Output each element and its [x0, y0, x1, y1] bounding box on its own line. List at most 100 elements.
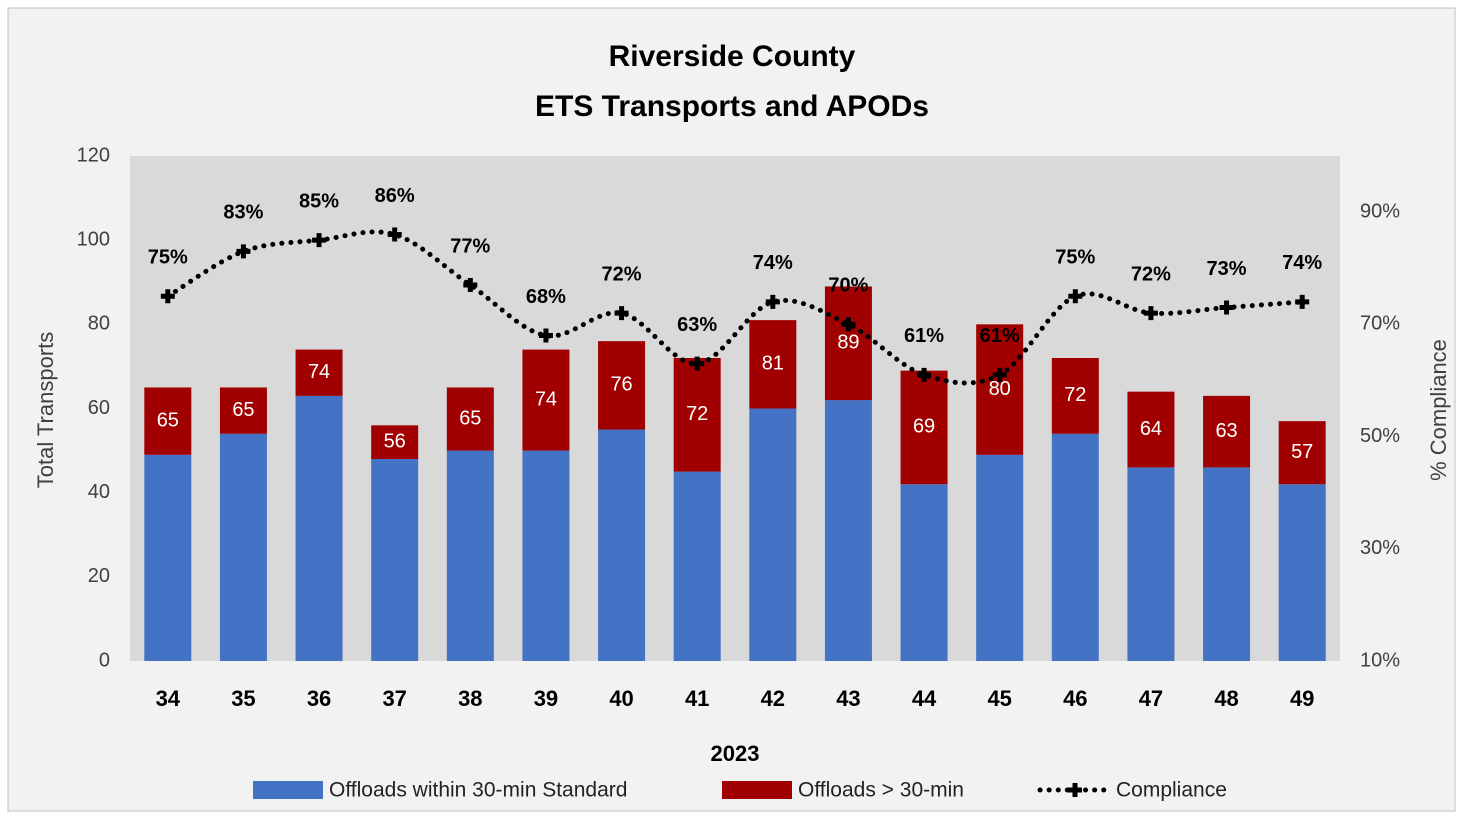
compliance-label: 77%: [450, 235, 490, 257]
compliance-label: 75%: [1055, 247, 1095, 269]
x-tick-label: 38: [458, 686, 482, 711]
bar-segment: [144, 454, 192, 661]
compliance-marker: [312, 233, 327, 248]
bar-segment: [900, 484, 948, 661]
bar-segment: [1051, 358, 1099, 434]
total-label: 89: [837, 332, 859, 354]
bar-segment: [295, 349, 343, 396]
x-tick-label: 36: [307, 686, 331, 711]
total-label: 74: [535, 388, 557, 410]
y-tick-label: 80: [88, 313, 110, 335]
y2-tick-label: 90%: [1360, 200, 1400, 222]
total-label: 64: [1140, 418, 1162, 440]
y2-tick-label: 10%: [1360, 649, 1400, 671]
compliance-label: 74%: [753, 252, 793, 274]
compliance-marker: [1295, 294, 1310, 309]
y-tick-label: 40: [88, 481, 110, 503]
bar-segment: [371, 459, 419, 661]
compliance-marker: [917, 367, 932, 382]
bar-segment: [144, 387, 192, 455]
total-label: 72: [686, 403, 708, 425]
y2-axis-label: % Compliance: [1426, 339, 1451, 481]
bar-segment: [1127, 467, 1175, 661]
x-tick-label: 47: [1139, 686, 1163, 711]
compliance-marker: [387, 227, 402, 242]
total-label: 76: [610, 374, 632, 396]
total-label: 69: [913, 416, 935, 438]
compliance-label: 74%: [1282, 252, 1322, 274]
x-tick-label: 35: [231, 686, 255, 711]
compliance-marker: [614, 306, 629, 321]
x-tick-label: 34: [156, 686, 181, 711]
y-tick-label: 0: [99, 649, 110, 671]
bar-segment: [219, 387, 267, 434]
bar-segment: [824, 400, 872, 661]
y2-tick-label: 30%: [1360, 537, 1400, 559]
bar-segment: [598, 341, 646, 430]
legend-label: Offloads within 30-min Standard: [329, 779, 627, 802]
compliance-marker: [841, 317, 856, 332]
total-label: 72: [1064, 384, 1086, 406]
compliance-marker: [160, 289, 175, 304]
bar-segment: [446, 450, 494, 661]
bar-segment: [900, 370, 948, 485]
compliance-label: 61%: [980, 325, 1020, 347]
compliance-marker: [236, 244, 251, 259]
total-label: 80: [989, 378, 1011, 400]
x-tick-label: 40: [609, 686, 633, 711]
x-axis-label: 2023: [711, 741, 760, 766]
compliance-marker: [992, 367, 1007, 382]
legend-swatch: [722, 781, 792, 799]
compliance-label: 70%: [828, 275, 868, 297]
bar-segment: [673, 358, 721, 472]
total-label: 65: [459, 407, 481, 429]
compliance-label: 85%: [299, 190, 339, 212]
bar-segment: [749, 320, 797, 409]
x-tick-label: 49: [1290, 686, 1314, 711]
total-label: 57: [1291, 441, 1313, 463]
total-label: 74: [308, 361, 330, 383]
x-tick-label: 48: [1214, 686, 1238, 711]
bar-segment: [976, 324, 1024, 455]
legend-marker: [1068, 783, 1082, 797]
bar-segment: [371, 425, 419, 459]
x-tick-label: 39: [534, 686, 558, 711]
x-tick-label: 46: [1063, 686, 1087, 711]
total-label: 56: [384, 430, 406, 452]
bar-segment: [749, 408, 797, 661]
bar-segment: [1278, 421, 1326, 485]
y-tick-label: 20: [88, 565, 110, 587]
total-label: 81: [762, 353, 784, 375]
bar-segment: [522, 349, 570, 451]
x-tick-label: 44: [912, 686, 937, 711]
legend-label: Compliance: [1116, 779, 1227, 802]
compliance-marker: [765, 294, 780, 309]
compliance-label: 75%: [148, 247, 188, 269]
compliance-label: 68%: [526, 286, 566, 308]
compliance-label: 61%: [904, 325, 944, 347]
compliance-label: 86%: [375, 185, 415, 207]
legend-swatch: [253, 781, 323, 799]
x-tick-label: 45: [987, 686, 1011, 711]
total-label: 65: [232, 399, 254, 421]
chart-subtitle: ETS Transports and APODs: [535, 90, 929, 123]
y-tick-label: 100: [77, 228, 110, 250]
bar-segment: [446, 387, 494, 451]
y-axis-label: Total Transports: [33, 332, 58, 489]
legend-label: Offloads > 30-min: [798, 779, 964, 802]
y-tick-label: 60: [88, 397, 110, 419]
x-tick-label: 37: [382, 686, 406, 711]
compliance-marker: [1219, 300, 1234, 315]
total-label: 65: [157, 409, 179, 431]
compliance-label: 63%: [677, 314, 717, 336]
bar-segment: [673, 471, 721, 661]
compliance-label: 73%: [1207, 258, 1247, 280]
bar-segment: [1203, 395, 1251, 468]
y-tick-label: 120: [77, 144, 110, 166]
bar-segment: [824, 286, 872, 401]
x-tick-label: 43: [836, 686, 860, 711]
bar-segment: [1203, 467, 1251, 661]
bar-segment: [1278, 484, 1326, 661]
bar-segment: [1051, 433, 1099, 661]
